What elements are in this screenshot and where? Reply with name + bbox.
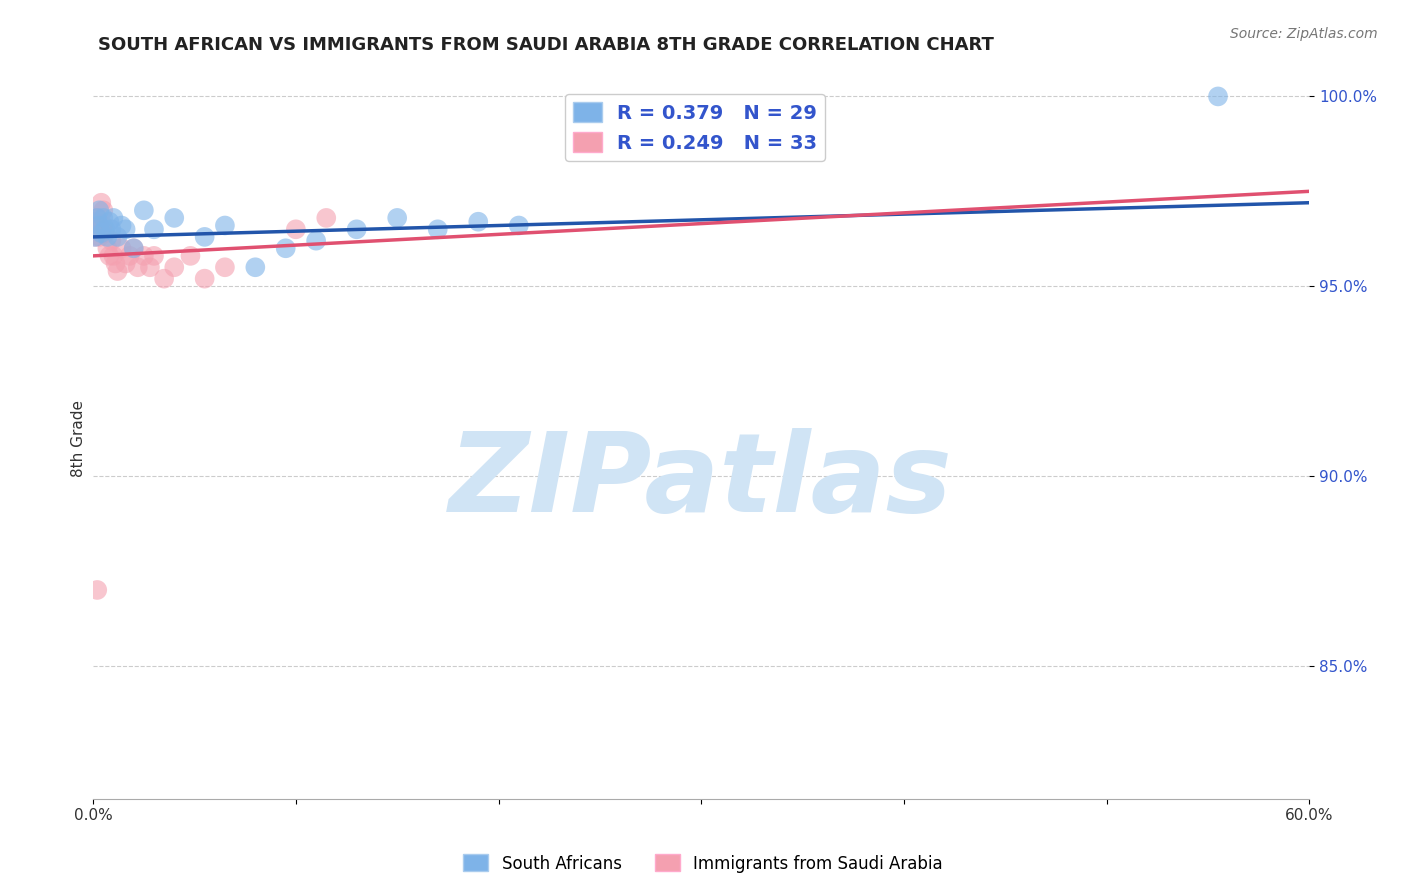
Point (114, 222, 136, 236)
Point (305, 234, 328, 248)
Point (153, 271, 176, 285)
Point (89, 219, 111, 233)
Point (118, 249, 141, 263)
Point (245, 260, 267, 275)
Point (86, 211, 108, 225)
Point (90, 222, 112, 236)
Point (143, 249, 166, 263)
Point (194, 271, 217, 285)
Point (94, 226, 117, 240)
Point (96, 241, 118, 255)
Y-axis label: 8th Grade: 8th Grade (72, 400, 86, 476)
Point (163, 211, 186, 225)
Point (100, 222, 122, 236)
Point (214, 219, 236, 233)
Point (179, 249, 201, 263)
Point (84, 230, 107, 244)
Point (86, 222, 108, 236)
Point (84, 215, 107, 229)
Point (89, 219, 111, 233)
Point (103, 249, 125, 263)
Point (1206, 89, 1229, 103)
Legend: R = 0.379   N = 29, R = 0.249   N = 33: R = 0.379 N = 29, R = 0.249 N = 33 (565, 95, 825, 161)
Text: ZIPatlas: ZIPatlas (450, 428, 953, 535)
Point (110, 241, 132, 255)
Point (86, 211, 108, 225)
Point (385, 211, 408, 225)
Point (139, 260, 162, 275)
Point (127, 260, 149, 275)
Point (214, 260, 236, 275)
Point (96, 230, 118, 244)
Point (100, 234, 122, 248)
Point (284, 222, 307, 236)
Point (107, 230, 129, 244)
Point (90, 226, 112, 240)
Point (122, 241, 145, 255)
Point (346, 222, 368, 236)
Point (89, 203, 111, 218)
Point (86, 582, 108, 597)
Point (98, 249, 121, 263)
Point (315, 211, 337, 225)
Point (90, 195, 112, 210)
Point (132, 203, 155, 218)
Point (163, 260, 186, 275)
Text: SOUTH AFRICAN VS IMMIGRANTS FROM SAUDI ARABIA 8TH GRADE CORRELATION CHART: SOUTH AFRICAN VS IMMIGRANTS FROM SAUDI A… (98, 36, 994, 54)
Legend: South Africans, Immigrants from Saudi Arabia: South Africans, Immigrants from Saudi Ar… (457, 847, 949, 880)
Point (194, 230, 217, 244)
Point (84, 230, 107, 244)
Point (110, 219, 132, 233)
Point (103, 211, 125, 225)
Point (132, 249, 155, 263)
Point (94, 222, 117, 236)
Point (122, 241, 145, 255)
Point (104, 256, 127, 270)
Point (143, 222, 166, 236)
Point (426, 222, 449, 236)
Point (274, 241, 297, 255)
Point (89, 230, 111, 244)
Point (107, 264, 129, 278)
Text: Source: ZipAtlas.com: Source: ZipAtlas.com (1230, 27, 1378, 41)
Point (91, 211, 114, 225)
Point (114, 256, 136, 270)
Point (98, 215, 121, 229)
Point (508, 219, 530, 233)
Point (467, 215, 489, 229)
Point (91, 219, 114, 233)
Point (91, 203, 114, 218)
